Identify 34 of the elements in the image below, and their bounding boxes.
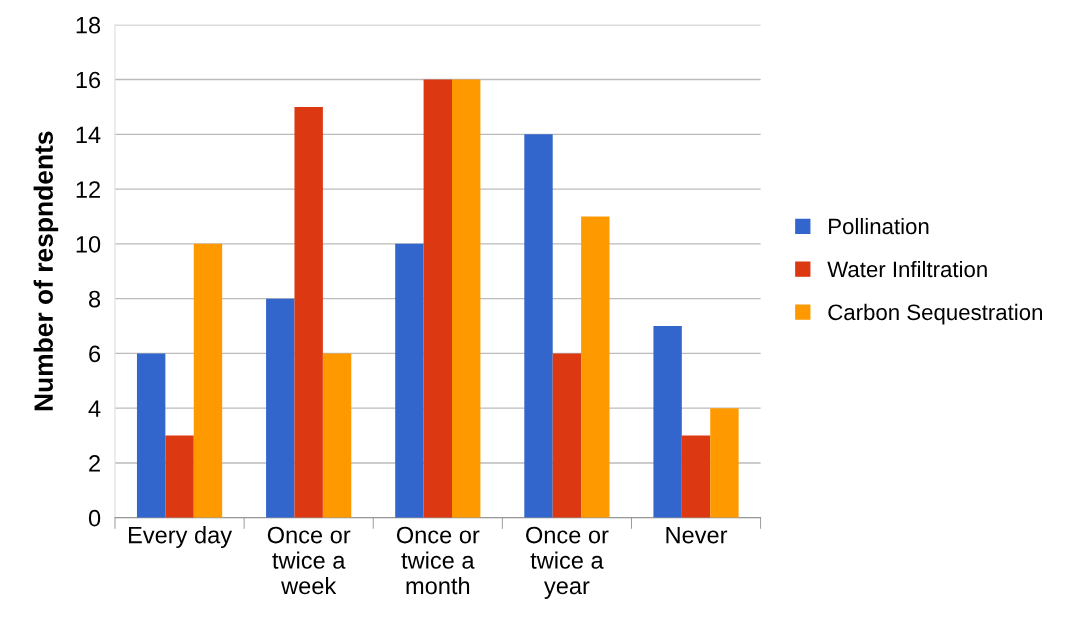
bar — [581, 216, 610, 518]
bar — [524, 134, 553, 518]
bar — [681, 435, 711, 518]
y-tick-label: 12 — [76, 181, 100, 198]
y-tick-label: 10 — [76, 235, 101, 253]
bar — [266, 298, 295, 518]
x-tick-label: Once or twice a month — [396, 526, 480, 595]
y-tick-label: 16 — [76, 71, 101, 89]
y-tick-label: 6 — [89, 345, 101, 363]
x-tick-label: Once or twice a year — [526, 526, 609, 599]
bar — [165, 435, 194, 518]
bar — [294, 106, 323, 518]
y-axis-title: Number of respndents — [33, 131, 59, 411]
bar — [452, 79, 481, 518]
bar — [193, 243, 223, 518]
bar — [322, 353, 352, 518]
legend-label: Water Infiltration — [827, 260, 987, 278]
bar — [423, 79, 452, 518]
legend-label: Pollination — [829, 217, 929, 235]
y-tick-label: 0 — [88, 509, 101, 527]
y-tick-label: 14 — [76, 126, 101, 143]
y-tick-label: 18 — [76, 16, 101, 34]
bar — [395, 243, 424, 518]
bar — [653, 326, 682, 518]
legend-label: Carbon Sequestration — [828, 303, 1042, 325]
bar — [136, 353, 166, 518]
x-tick-label: Every day — [129, 526, 233, 549]
x-tick-label: Never — [666, 526, 728, 544]
y-tick-label: 4 — [88, 400, 101, 417]
y-tick-label: 2 — [89, 455, 100, 472]
bar — [710, 408, 739, 518]
y-tick-label: 8 — [89, 290, 101, 308]
x-tick-label: Once or twice a week — [267, 526, 351, 595]
bar — [552, 353, 582, 518]
